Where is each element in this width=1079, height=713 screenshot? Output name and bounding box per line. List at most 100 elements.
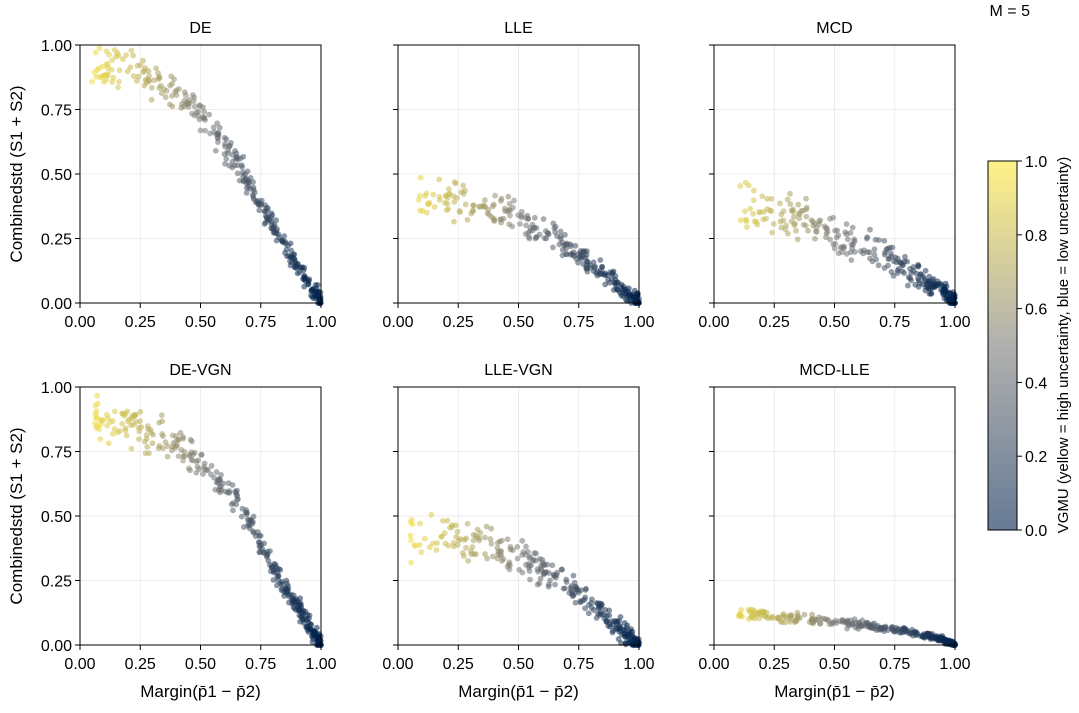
scatter-point	[153, 65, 159, 72]
scatter-point	[174, 442, 181, 449]
scatter-point	[409, 521, 416, 528]
scatter-point	[189, 438, 195, 445]
scatter-point	[251, 189, 258, 196]
scatter-point	[205, 466, 211, 473]
y-tick-label: 0.50	[41, 167, 72, 184]
scatter-point	[181, 453, 188, 460]
scatter-point	[137, 408, 144, 415]
scatter-point	[602, 281, 609, 288]
scatter-point	[136, 436, 142, 443]
scatter-point	[612, 273, 619, 279]
scatter-point	[545, 231, 552, 238]
scatter-point	[445, 542, 452, 549]
scatter-point	[777, 200, 783, 207]
scatter-point	[518, 214, 525, 221]
scatter-point	[202, 127, 209, 134]
scatter-point	[832, 240, 839, 247]
scatter-point	[452, 180, 459, 187]
scatter-point	[851, 249, 858, 255]
x-tick-label: 0.25	[125, 656, 156, 673]
scatter-point	[191, 94, 198, 101]
scatter-point	[250, 513, 257, 520]
scatter-point	[871, 246, 878, 253]
scatter-point	[171, 76, 177, 83]
scatter-point	[780, 217, 787, 224]
scatter-point	[469, 544, 476, 550]
scatter-point	[212, 147, 219, 154]
subplot-de: 0.00 0.25 0.50 0.75 1.00 0.00 0.25 0.50 0.75 1.00…	[7, 20, 337, 331]
scatter-point	[584, 268, 591, 275]
scatter-point	[817, 620, 824, 627]
scatter-point	[792, 220, 798, 227]
scatter-point	[904, 282, 911, 289]
scatter-point	[583, 585, 589, 592]
scatter-point	[567, 243, 574, 250]
scatter-point	[523, 222, 530, 229]
scatter-point	[115, 78, 122, 85]
scatter-point	[138, 424, 145, 430]
scatter-point	[552, 223, 559, 230]
scatter-point	[902, 253, 908, 260]
scatter-point	[563, 579, 570, 585]
scatter-point	[871, 251, 878, 258]
scatter-point	[739, 613, 745, 620]
scatter-point	[417, 520, 423, 527]
scatter-point	[803, 204, 810, 211]
scatter-point	[191, 449, 198, 456]
subplot-title: LLE	[504, 20, 532, 37]
scatter-point	[922, 267, 929, 274]
scatter-point	[163, 87, 170, 94]
scatter-point	[145, 77, 152, 84]
scatter-point	[222, 140, 229, 147]
scatter-point	[308, 621, 315, 628]
scatter-point	[100, 417, 107, 424]
scatter-point	[768, 208, 775, 214]
scatter-point	[831, 245, 838, 252]
scatter-point	[281, 233, 288, 240]
scatter-point	[461, 187, 468, 194]
scatter-point	[769, 229, 776, 236]
scatter-point	[115, 84, 121, 91]
scatter-point	[457, 209, 463, 216]
scatter-point	[790, 206, 797, 213]
scatter-point	[526, 235, 533, 242]
scatter-point	[243, 190, 250, 196]
scatter-point	[552, 581, 558, 588]
x-tick-label: 0.50	[185, 314, 216, 331]
scatter-point	[408, 537, 414, 544]
scatter-point	[306, 276, 313, 283]
scatter-point	[511, 197, 517, 204]
scatter-point	[271, 221, 278, 228]
scatter-point	[634, 290, 641, 297]
scatter-point	[864, 234, 871, 241]
scatter-point	[265, 205, 271, 212]
scatter-point	[104, 72, 111, 79]
y-tick-label: 0.25	[41, 232, 72, 249]
scatter-point	[618, 640, 624, 646]
scatter-point	[747, 205, 754, 212]
scatter-point	[297, 595, 304, 602]
scatter-point	[115, 52, 122, 59]
scatter-point	[180, 435, 187, 442]
scatter-point	[463, 535, 470, 542]
scatter-point	[582, 605, 588, 612]
scatter-point	[834, 227, 841, 234]
scatter-point	[482, 534, 488, 541]
scatter-point	[143, 435, 150, 442]
scatter-point	[610, 268, 617, 275]
scatter-point	[533, 225, 540, 231]
scatter-point	[514, 555, 521, 562]
scatter-point	[482, 197, 488, 203]
x-tick-label: 1.00	[939, 656, 970, 673]
scatter-point	[803, 213, 810, 220]
scatter-point	[137, 418, 143, 425]
subplot-title: MCD	[816, 20, 852, 37]
scatter-point	[206, 111, 213, 118]
scatter-point	[606, 607, 613, 614]
scatter-point	[444, 200, 451, 207]
y-tick-label: 0.25	[41, 574, 72, 591]
scatter-point	[780, 208, 787, 215]
scatter-point	[235, 496, 241, 503]
scatter-point	[238, 513, 245, 520]
scatter-points	[735, 606, 958, 648]
